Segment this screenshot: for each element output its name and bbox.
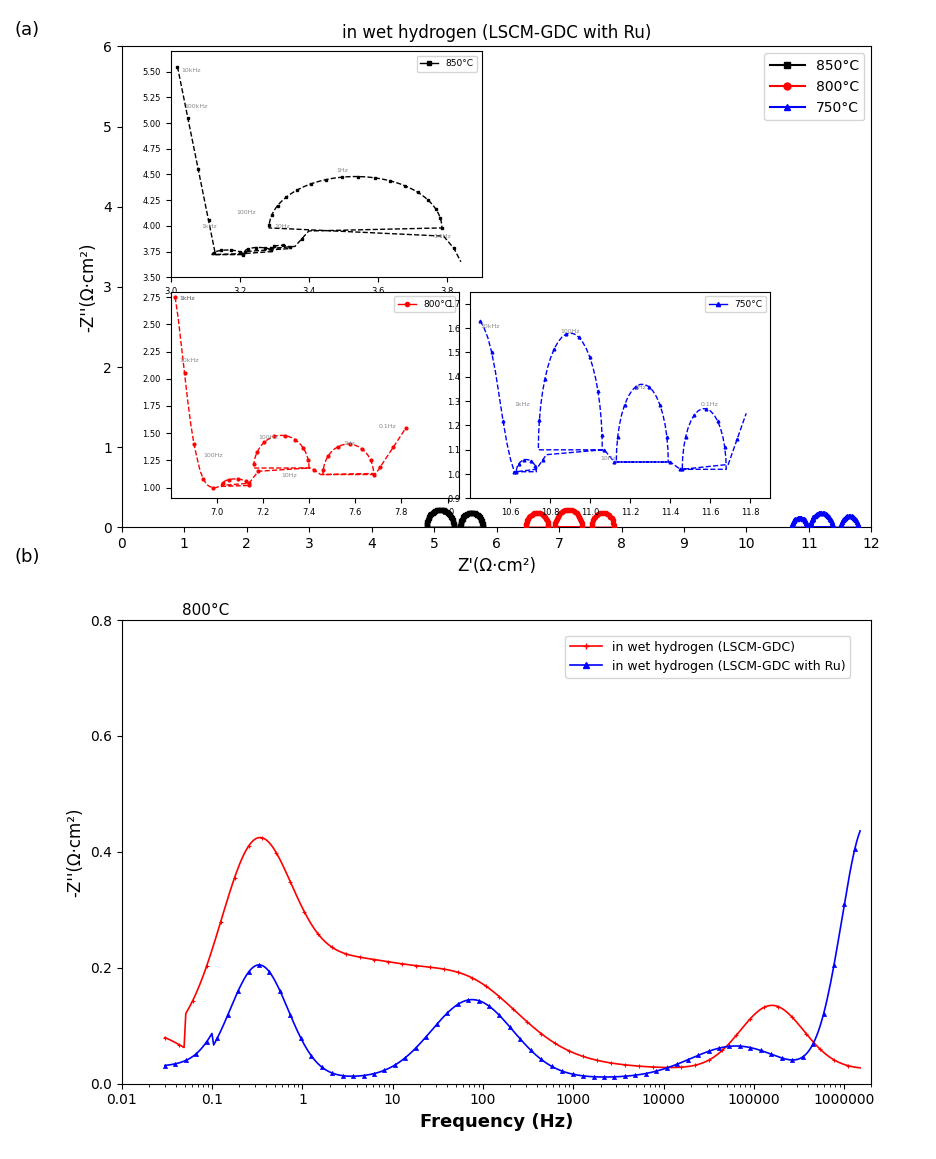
- Legend: 850°C, 800°C, 750°C: 850°C, 800°C, 750°C: [764, 53, 864, 121]
- Y-axis label: -Z''(Ω·cm²): -Z''(Ω·cm²): [80, 242, 97, 331]
- Text: 800°C: 800°C: [182, 603, 228, 618]
- Y-axis label: -Z''(Ω·cm²): -Z''(Ω·cm²): [66, 807, 84, 897]
- Text: (a): (a): [14, 21, 39, 38]
- X-axis label: Frequency (Hz): Frequency (Hz): [419, 1113, 573, 1131]
- Legend: in wet hydrogen (LSCM-GDC), in wet hydrogen (LSCM-GDC with Ru): in wet hydrogen (LSCM-GDC), in wet hydro…: [564, 635, 849, 678]
- Text: (b): (b): [14, 548, 39, 566]
- Title: in wet hydrogen (LSCM-GDC with Ru): in wet hydrogen (LSCM-GDC with Ru): [342, 24, 651, 42]
- X-axis label: Z'(Ω·cm²): Z'(Ω·cm²): [457, 556, 535, 575]
